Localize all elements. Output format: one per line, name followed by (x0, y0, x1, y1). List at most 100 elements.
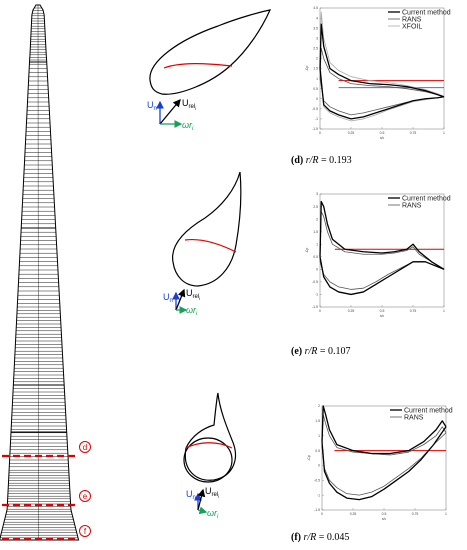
y-tick-label: -0.5 (312, 107, 318, 111)
blade-spar-line (37, 4, 39, 541)
station-label-e: e (83, 492, 88, 501)
y-tick-label: 1 (316, 242, 318, 246)
y-tick-label: 1 (318, 434, 320, 438)
series-line-current-method (321, 426, 447, 501)
x-tick-label: 1 (445, 512, 447, 516)
x-tick-label: 1 (443, 309, 445, 313)
urel-label-e: Ureli (186, 288, 200, 301)
y-tick-label: 3 (316, 36, 318, 40)
urel-label-f: Ureli (205, 486, 219, 499)
caption-letter-f: (f) (291, 532, 301, 543)
x-tick-label: 0.25 (350, 512, 357, 516)
series-line-current-method (319, 68, 445, 120)
caption-letter-d: (d) (291, 155, 304, 166)
x-tick-label: 0 (319, 309, 321, 313)
station-marker-e (79, 490, 91, 502)
airfoil-circle-f (183, 437, 233, 483)
airfoil-section-d: Un Ureli ωri (147, 9, 272, 132)
airfoil-section-e: Un Ureli ωri (163, 171, 242, 317)
series-line-rans (319, 261, 445, 290)
x-tick-label: 0.75 (410, 309, 417, 313)
x-tick-label: 0.75 (410, 131, 417, 135)
airfoil-section-f: Un Ureli ωri (183, 392, 236, 520)
station-markers: d e f (2, 441, 91, 541)
y-tick-label: 2 (316, 217, 318, 221)
urel-label-d: Ureli (182, 98, 196, 111)
x-tick-label: 0.5 (380, 309, 385, 313)
plot-frame (319, 193, 445, 308)
caption-value-d: = 0.193 (321, 155, 352, 166)
chord-line-f (185, 442, 233, 449)
y-tick-label: 4.5 (313, 6, 318, 10)
x-tick-label: 0 (321, 512, 323, 516)
y-tick-label: -1.5 (314, 508, 320, 512)
x-tick-label: 0.75 (412, 512, 419, 516)
cp-chart-d: 4.543.532.521.510.50-0.5-1-1.50 0.25 0.5 0.… (305, 6, 451, 140)
series-line-rans (319, 211, 445, 270)
y-tick-label: 2 (318, 404, 320, 408)
chord-line-e (184, 238, 237, 253)
y-tick-label: 2.5 (313, 205, 318, 209)
y-tick-label: -1 (317, 493, 320, 497)
y-tick-label: 0.5 (313, 87, 318, 91)
caption-value-e: = 0.107 (319, 346, 351, 357)
x-axis-label: x/c (380, 136, 385, 140)
y-tick-label: 0.5 (315, 449, 320, 453)
x-tick-label: 0.5 (382, 512, 387, 516)
series-line-current-method (321, 405, 447, 455)
cp-chart-e: 32.521.510.50-0.5-1-1.50 0.25 0.5 0.75 1x/c-… (305, 192, 451, 318)
series-line-rans (319, 47, 445, 98)
caption-var-d: r/R (305, 155, 319, 166)
airfoil-outline-e (172, 171, 242, 287)
blade-mesh (0, 4, 80, 541)
y-tick-label: -1 (315, 117, 318, 121)
station-marker-f (79, 525, 91, 537)
u-label-d: Un (147, 100, 157, 112)
urel-vector-d (159, 99, 181, 125)
y-tick-label: -0.5 (314, 478, 320, 482)
legend-entry: RANS (402, 202, 422, 209)
series-line-current-method (319, 200, 445, 270)
y-axis-label: -Cp (305, 66, 309, 72)
caption-e: (e) r/R = 0.107 (291, 346, 351, 357)
x-tick-label: 0.25 (348, 309, 355, 313)
caption-f: (f) r/R = 0.045 (291, 532, 349, 543)
y-tick-label: -1.5 (312, 305, 318, 309)
y-axis-label: -Cp (305, 248, 309, 254)
legend-entry: Current method (402, 195, 451, 202)
airfoil-outline-d (149, 9, 272, 95)
legend-entry: XFOIL (402, 23, 422, 30)
omega-label-f: ωri (207, 508, 219, 520)
series-line-current-method (319, 23, 445, 98)
u-label-e: Un (163, 292, 173, 304)
y-tick-label: 1 (316, 77, 318, 81)
omega-vector-f (197, 506, 208, 515)
y-tick-label: 1.5 (313, 230, 318, 234)
chord-line-d (163, 63, 233, 69)
caption-value-f: = 0.045 (318, 532, 350, 543)
airfoil-outline-f (184, 392, 236, 481)
series-line-rans (321, 414, 447, 456)
y-tick-label: -1.5 (312, 127, 318, 131)
y-tick-label: 2.5 (313, 47, 318, 51)
x-tick-label: 1 (443, 131, 445, 135)
y-tick-label: 3 (316, 192, 318, 196)
station-marker-d (79, 441, 91, 453)
series-line-xfoil (319, 11, 445, 98)
station-label-f: f (84, 527, 87, 536)
y-tick-label: 0 (316, 97, 318, 101)
y-tick-label: -1 (315, 293, 318, 297)
urel-vector-f (197, 488, 206, 511)
legend-entry: Current method (404, 407, 453, 414)
omega-label-d: ωri (182, 120, 194, 132)
y-axis-label: -Cp (307, 455, 311, 461)
caption-letter-e: (e) (291, 346, 303, 357)
x-axis-label: x/c (382, 517, 387, 521)
cp-chart-f: 21.510.50-0.5-1-1.50 0.25 0.5 0.75 1x/c-CpCu… (307, 404, 453, 521)
x-axis-label: x/c (380, 314, 385, 318)
y-tick-label: 4 (316, 16, 318, 20)
y-tick-label: 0.5 (313, 255, 318, 259)
y-tick-label: 0 (316, 268, 318, 272)
y-tick-label: -0.5 (312, 280, 318, 284)
